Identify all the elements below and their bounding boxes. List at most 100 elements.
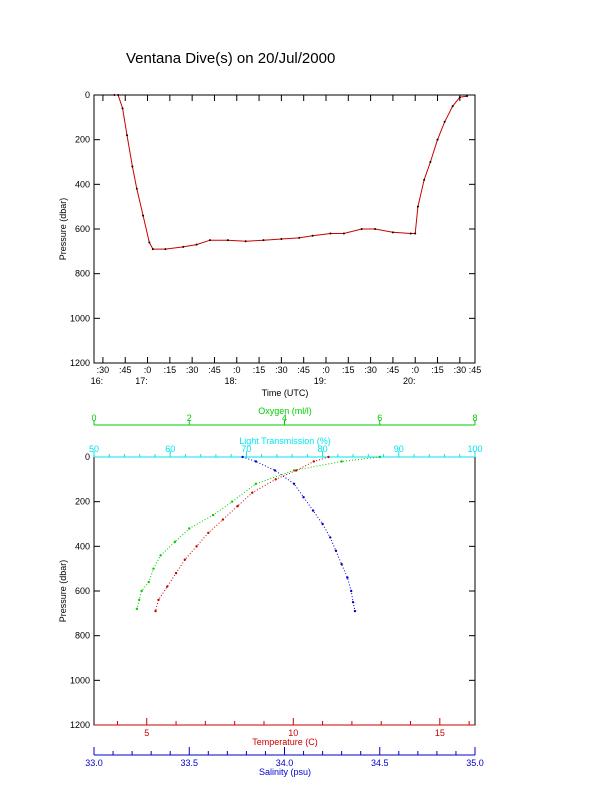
salinity-profile-point <box>292 482 296 485</box>
salinity-tick-label: 34.5 <box>371 758 389 768</box>
temperature-profile-point <box>195 545 198 548</box>
dive-pressure-point <box>429 161 432 163</box>
salinity-tick-label: 33.0 <box>85 758 103 768</box>
dive-pressure-point <box>311 234 314 237</box>
top-x-tick-label: :45 <box>119 365 132 375</box>
temperature-profile-point <box>327 455 330 459</box>
top-x-tick-label: :45 <box>297 365 310 375</box>
dive-pressure-point <box>360 228 363 230</box>
dive-pressure-point <box>151 248 154 251</box>
top-x-tick-label: :30 <box>186 365 199 375</box>
temperature-profile-point <box>166 585 169 588</box>
top-x-tick-label: :15 <box>431 365 444 375</box>
salinity-profile-point <box>329 536 332 539</box>
top-xlabel: Time (UTC) <box>262 388 309 398</box>
dive-pressure-point <box>423 178 426 181</box>
dive-pressure-point <box>280 238 283 241</box>
top-x-tick-label: :15 <box>164 365 177 375</box>
temperature-profile-point <box>312 460 316 463</box>
bottom-y-tick-label: 200 <box>75 497 90 507</box>
top-x-tick-label: :15 <box>342 365 355 375</box>
transmission-tick-label: 80 <box>318 444 328 454</box>
dive-pressure-point <box>244 240 247 243</box>
top-x-tick-label: :45 <box>208 365 221 375</box>
dive-pressure-point <box>135 187 138 190</box>
salinity-profile-point <box>273 469 277 472</box>
temperature-profile-point <box>221 518 225 521</box>
bottom-y-tick-label: 0 <box>85 452 90 462</box>
temperature-tick-label: 5 <box>144 728 149 738</box>
bottom-y-tick-label: 600 <box>75 586 90 596</box>
dive-pressure-point <box>208 239 211 242</box>
top-y-tick-label: 800 <box>75 269 90 279</box>
dive-pressure-point <box>414 232 417 235</box>
top-x-hour-label: 18: <box>225 376 238 386</box>
salinity-axis-label: Salinity (psu) <box>259 767 311 777</box>
transmission-tick-label: 50 <box>89 444 99 454</box>
oxygen-profile-point <box>230 500 234 503</box>
oxygen-profile-point <box>188 527 191 530</box>
top-x-tick-label: :0 <box>322 365 330 375</box>
oxygen-profile-point <box>140 589 143 593</box>
oxygen-profile-point <box>211 513 215 517</box>
top-y-tick-label: 0 <box>85 90 90 100</box>
top-x-hour-label: 20: <box>403 376 416 386</box>
dive-pressure-point <box>374 228 377 230</box>
oxygen-profile-point <box>173 540 177 544</box>
temperature-tick-label: 15 <box>435 728 445 738</box>
dive-pressure-point <box>391 231 394 234</box>
dive-pressure-point <box>148 241 151 244</box>
temperature-profile-line <box>155 456 329 612</box>
top-ylabel: Pressure (dbar) <box>58 198 68 261</box>
temperature-profile-point <box>207 531 210 535</box>
temperature-profile-point <box>174 571 178 575</box>
top-x-tick-label: :30 <box>275 365 288 375</box>
salinity-profile-point <box>302 496 305 499</box>
bottom-y-tick-label: 1200 <box>70 720 90 730</box>
dive-pressure-point <box>465 95 468 98</box>
transmission-tick-label: 100 <box>467 444 482 454</box>
salinity-profile-point <box>254 460 258 463</box>
bottom-plot-frame <box>93 456 476 726</box>
top-x-tick-label: :0 <box>411 365 419 375</box>
top-x-hour-label: 16: <box>91 376 104 386</box>
bottom-ylabel: Pressure (dbar) <box>58 560 68 623</box>
dive-pressure-point <box>126 134 129 137</box>
bottom-y-tick-label: 400 <box>75 541 90 551</box>
temperature-profile-point <box>274 478 277 481</box>
transmission-tick-label: 60 <box>165 444 175 454</box>
oxygen-profile-line <box>136 456 380 610</box>
salinity-tick-label: 35.0 <box>466 758 484 768</box>
top-x-tick-label: :0 <box>144 365 152 375</box>
temperature-profile-point <box>183 558 187 561</box>
dive-pressure-point <box>416 205 419 208</box>
top-x-tick-label: :45 <box>469 365 482 375</box>
top-x-tick-label: :0 <box>233 365 241 375</box>
top-x-hour-label: 17: <box>135 376 148 386</box>
oxygen-profile-point <box>159 554 162 557</box>
dive-pressure-point <box>436 138 439 141</box>
transmission-tick-label: 90 <box>394 444 404 454</box>
salinity-profile-point <box>346 576 349 579</box>
dive-pressure-point <box>195 243 198 246</box>
top-y-tick-label: 400 <box>75 179 90 189</box>
oxygen-axis-label: Oxygen (ml/l) <box>258 406 312 416</box>
top-x-tick-label: :30 <box>454 365 467 375</box>
top-y-tick-label: 1200 <box>70 358 90 368</box>
salinity-profile-point <box>351 600 355 604</box>
dive-pressure-point <box>409 232 412 235</box>
temperature-profile-point <box>251 491 254 494</box>
dive-pressure-point <box>142 214 145 217</box>
oxygen-tick-label: 6 <box>377 413 382 423</box>
top-x-tick-label: :45 <box>387 365 400 375</box>
oxygen-profile-point <box>135 607 139 611</box>
top-y-tick-label: 600 <box>75 224 90 234</box>
top-plot-frame <box>93 94 476 364</box>
oxygen-profile-point <box>152 567 155 570</box>
top-y-tick-label: 1000 <box>70 313 90 323</box>
top-x-tick-label: :30 <box>97 365 110 375</box>
dive-pressure-point <box>329 232 332 235</box>
oxygen-tick-label: 0 <box>91 413 96 423</box>
page-title: Ventana Dive(s) on 20/Jul/2000 <box>126 50 336 67</box>
